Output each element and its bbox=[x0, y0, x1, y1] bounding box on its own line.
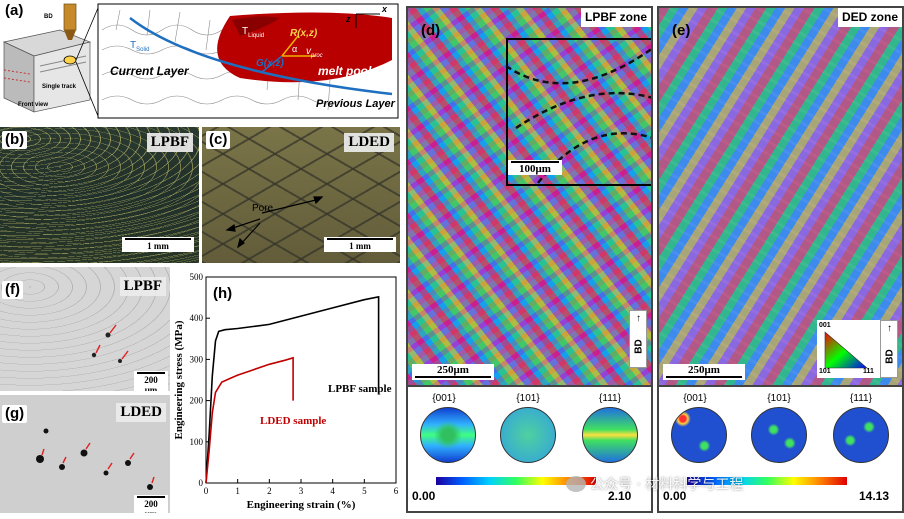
g-label: G(x,z) bbox=[256, 58, 284, 69]
watermark: 公众号 · 材料科学与工程 bbox=[566, 474, 743, 494]
panel-h-label: (h) bbox=[213, 285, 233, 302]
panel-f-tag: LPBF bbox=[119, 277, 166, 296]
x-tick-label: 3 bbox=[299, 486, 304, 496]
ipf-key: 001 101 111 bbox=[817, 320, 881, 378]
panel-b-label: (b) bbox=[2, 131, 28, 149]
wechat-icon bbox=[566, 476, 586, 492]
front-view-label: Front view bbox=[18, 102, 49, 108]
bd-label: BD bbox=[44, 14, 53, 20]
panel-d-inset-scale-bar: 100μm bbox=[508, 160, 562, 175]
panel-c-scale-bar: 1 mm bbox=[324, 237, 396, 252]
y-tick-label: 100 bbox=[190, 437, 204, 447]
r-label: R(x,z) bbox=[290, 28, 318, 39]
panel-f: (f) LPBF 200 μm bbox=[0, 267, 170, 391]
panel-d-label: (d) bbox=[421, 22, 441, 39]
x-tick-label: 5 bbox=[362, 486, 367, 496]
t-liquid-label: TLiquid bbox=[242, 26, 265, 39]
melt-pool-label: melt pool bbox=[318, 64, 372, 78]
panel-d-colorbar bbox=[436, 477, 596, 485]
bd-arrow-icon-e: ↑ bbox=[887, 323, 892, 334]
pole-figure-001 bbox=[420, 407, 476, 463]
t-solid-label: TSolid bbox=[130, 40, 150, 53]
pf-e-001: {001} bbox=[683, 393, 707, 404]
single-track-label: Single track bbox=[42, 84, 77, 90]
panel-d: (d) LPBF zone 100μm 250μm BD ↑ bbox=[406, 6, 653, 387]
x-tick-label: 2 bbox=[267, 486, 272, 496]
pole-figure-101 bbox=[500, 407, 556, 463]
panel-e-colorbar bbox=[687, 477, 847, 485]
panel-e: (e) DED zone 001 101 111 BD ↑ 250μm bbox=[657, 6, 904, 387]
y-tick-label: 0 bbox=[199, 478, 204, 488]
pole-figure-e-001 bbox=[671, 407, 727, 463]
previous-layer-label: Previous Layer bbox=[316, 98, 395, 110]
panel-f-scale-bar: 200 μm bbox=[134, 371, 168, 391]
panel-b-tag: LPBF bbox=[146, 133, 193, 152]
y-tick-label: 500 bbox=[190, 272, 204, 282]
series-line-lded bbox=[205, 356, 294, 484]
panel-e-cbar-min: 0.00 bbox=[663, 489, 687, 503]
x-axis-label: Engineering strain (%) bbox=[247, 499, 356, 511]
y-tick-label: 400 bbox=[190, 313, 204, 323]
lded-sample-label: LDED sample bbox=[260, 415, 327, 427]
defect-arrows-f bbox=[91, 324, 129, 363]
x-tick-label: 0 bbox=[204, 486, 209, 496]
panel-g-tag: LDED bbox=[116, 403, 166, 422]
bd-indicator: BD ↑ bbox=[629, 310, 647, 368]
panel-a: (a) BD Single track Front view TLiquid T… bbox=[0, 0, 400, 122]
ipf-triangle-icon bbox=[824, 331, 868, 369]
v-label: vproc bbox=[306, 46, 323, 59]
plot-frame bbox=[205, 276, 397, 484]
melt-pool-schematic bbox=[2, 3, 399, 119]
x-tick-label: 4 bbox=[330, 486, 335, 496]
bd-indicator-e: BD ↑ bbox=[880, 320, 898, 378]
panel-a-label: (a) bbox=[2, 2, 27, 20]
panel-c: (c) LDED Pore 1 mm bbox=[202, 127, 400, 263]
panel-e-label: (e) bbox=[672, 22, 691, 39]
series-line-lpbf bbox=[205, 295, 380, 484]
x-axis-label: x bbox=[382, 4, 388, 14]
pf-101: {101} bbox=[516, 393, 540, 404]
panel-e-cbar-max: 14.13 bbox=[859, 489, 890, 503]
pole-figure-111 bbox=[582, 407, 638, 463]
pf-e-111: {111} bbox=[850, 393, 872, 404]
alpha-label: α bbox=[292, 44, 298, 54]
y-axis-label: Engineering stress (MPa) bbox=[173, 320, 185, 439]
panel-d-tag: LPBF zone bbox=[581, 8, 651, 27]
pole-figure-e-111 bbox=[833, 407, 889, 463]
melt-pool-boundaries bbox=[505, 47, 651, 184]
pf-001: {001} bbox=[432, 393, 456, 404]
panel-d-cbar-max: 2.10 bbox=[608, 489, 632, 503]
panel-e-tag: DED zone bbox=[837, 8, 902, 27]
y-tick-label: 200 bbox=[190, 396, 204, 406]
panel-e-pole-figures: {001} {101} {111} 0.00 14.13 bbox=[657, 387, 904, 513]
panel-g: (g) LDED 200 μm bbox=[0, 395, 170, 513]
pore-label: Pore bbox=[252, 203, 274, 214]
panel-d-scale-bar: 250μm bbox=[412, 364, 494, 380]
panel-c-label: (c) bbox=[206, 131, 231, 149]
stress-strain-chart: 0 1 2 3 4 5 6 0 100 200 300 400 500 Engineering strai… bbox=[173, 272, 399, 511]
panel-f-label: (f) bbox=[2, 281, 23, 299]
x-tick-label: 1 bbox=[235, 486, 240, 496]
pole-figure-e-101 bbox=[751, 407, 807, 463]
pf-111: {111} bbox=[599, 393, 621, 404]
panel-e-scale-bar: 250μm bbox=[663, 364, 745, 380]
inset-box bbox=[506, 38, 651, 186]
panel-d-cbar-min: 0.00 bbox=[412, 489, 436, 503]
y-tick-label: 300 bbox=[190, 354, 204, 364]
lpbf-sample-label: LPBF sample bbox=[328, 383, 392, 395]
panel-b: (b) LPBF 1 mm bbox=[0, 127, 199, 263]
defect-arrows-g bbox=[36, 428, 155, 490]
bd-arrow-icon: ↑ bbox=[636, 313, 641, 324]
x-tick-label: 6 bbox=[394, 486, 399, 496]
panel-g-scale-bar: 200 μm bbox=[134, 495, 168, 513]
z-axis-label: z bbox=[346, 14, 351, 24]
panel-h: 0 1 2 3 4 5 6 0 100 200 300 400 500 Engineering strai… bbox=[172, 267, 402, 513]
panel-d-pole-figures: {001} {101} {111} 0.00 2.10 bbox=[406, 387, 653, 513]
panel-g-label: (g) bbox=[2, 405, 28, 423]
panel-b-scale-bar: 1 mm bbox=[122, 237, 194, 252]
current-layer-label: Current Layer bbox=[110, 64, 189, 78]
pf-e-101: {101} bbox=[767, 393, 791, 404]
pore-arrows bbox=[225, 196, 324, 249]
panel-c-tag: LDED bbox=[344, 133, 394, 152]
